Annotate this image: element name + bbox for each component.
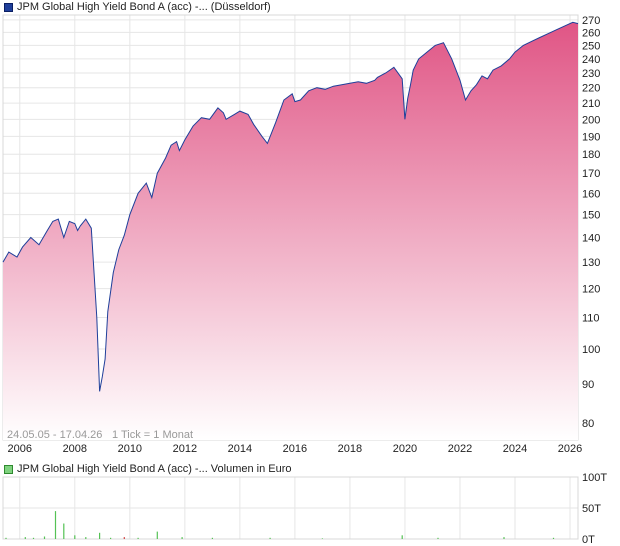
price-x-axis: 2006 2008 2010 2012 2014 2016 2018 2020 2022 2024… bbox=[8, 443, 583, 455]
volume-bar bbox=[156, 531, 158, 539]
price-y-tick-label: 90 bbox=[582, 379, 594, 391]
volume-bar bbox=[321, 538, 323, 539]
price-x-tick-label: 2018 bbox=[338, 443, 362, 455]
volume-bar bbox=[211, 537, 213, 539]
tick-note: 1 Tick = 1 Monat bbox=[112, 429, 193, 441]
volume-bar bbox=[85, 537, 87, 539]
volume-y-tick-label: 100T bbox=[582, 472, 607, 484]
price-x-tick-label: 2016 bbox=[283, 443, 307, 455]
price-y-tick-label: 260 bbox=[582, 27, 600, 39]
price-x-tick-label: 2022 bbox=[448, 443, 472, 455]
price-legend-swatch bbox=[4, 2, 13, 12]
price-y-axis: 80 90 100 110 120 130 140 150 160 170 180 190 200 210… bbox=[582, 15, 600, 430]
price-legend-label: JPM Global High Yield Bond A (acc) -... … bbox=[17, 1, 271, 13]
price-y-tick-label: 270 bbox=[582, 15, 600, 27]
price-y-tick-label: 110 bbox=[582, 312, 600, 324]
date-range-label: 24.05.05 - 17.04.26 bbox=[7, 429, 102, 441]
volume-bar bbox=[401, 535, 403, 539]
price-y-tick-label: 130 bbox=[582, 257, 600, 269]
volume-y-axis: 0T 50T 100T bbox=[582, 472, 607, 546]
volume-bar bbox=[552, 537, 555, 539]
volume-bar bbox=[54, 511, 57, 539]
price-legend: JPM Global High Yield Bond A (acc) -... … bbox=[4, 1, 271, 13]
volume-legend-label: JPM Global High Yield Bond A (acc) -... … bbox=[17, 463, 292, 475]
volume-bar bbox=[32, 537, 35, 539]
volume-bar bbox=[269, 537, 271, 539]
volume-plot-frame bbox=[2, 476, 579, 540]
price-y-tick-label: 250 bbox=[582, 40, 600, 52]
price-x-tick-label: 2008 bbox=[63, 443, 87, 455]
price-x-tick-label: 2006 bbox=[8, 443, 32, 455]
price-y-tick-label: 150 bbox=[582, 210, 600, 222]
volume-bar bbox=[437, 537, 439, 539]
volume-bar bbox=[503, 537, 505, 539]
price-y-tick-label: 180 bbox=[582, 149, 600, 161]
price-x-tick-label: 2014 bbox=[228, 443, 252, 455]
price-x-tick-label: 2024 bbox=[503, 443, 527, 455]
price-x-tick-label: 2020 bbox=[393, 443, 417, 455]
price-line bbox=[2, 21, 579, 392]
volume-bar bbox=[74, 535, 76, 539]
volume-legend: JPM Global High Yield Bond A (acc) -... … bbox=[4, 463, 292, 475]
volume-y-tick-label: 50T bbox=[582, 503, 601, 515]
volume-y-tick-label: 0T bbox=[582, 534, 595, 546]
volume-bar bbox=[137, 537, 139, 539]
price-y-tick-label: 120 bbox=[582, 284, 600, 296]
volume-bar bbox=[5, 537, 7, 539]
volume-bar bbox=[24, 537, 26, 539]
volume-bars bbox=[5, 511, 555, 539]
price-y-tick-label: 200 bbox=[582, 114, 600, 126]
volume-bar bbox=[63, 523, 65, 539]
price-y-tick-label: 170 bbox=[582, 168, 600, 180]
price-y-tick-label: 220 bbox=[582, 83, 600, 95]
volume-bar bbox=[181, 537, 183, 539]
volume-bar bbox=[43, 536, 46, 539]
volume-grid bbox=[3, 476, 578, 540]
price-y-tick-label: 100 bbox=[582, 344, 600, 356]
price-y-tick-label: 80 bbox=[582, 418, 594, 430]
volume-bar bbox=[110, 537, 112, 539]
price-x-tick-label: 2012 bbox=[173, 443, 197, 455]
price-y-tick-label: 230 bbox=[582, 68, 600, 80]
volume-bar bbox=[123, 537, 125, 539]
volume-legend-swatch bbox=[4, 464, 13, 474]
price-area bbox=[3, 22, 578, 441]
price-y-tick-label: 190 bbox=[582, 131, 600, 143]
volume-bar bbox=[99, 532, 101, 539]
price-y-tick-label: 210 bbox=[582, 98, 600, 110]
price-x-tick-label: 2026 bbox=[558, 443, 582, 455]
price-y-tick-label: 240 bbox=[582, 54, 600, 66]
price-x-tick-label: 2010 bbox=[118, 443, 142, 455]
price-y-tick-label: 140 bbox=[582, 233, 600, 245]
price-y-tick-label: 160 bbox=[582, 188, 600, 200]
